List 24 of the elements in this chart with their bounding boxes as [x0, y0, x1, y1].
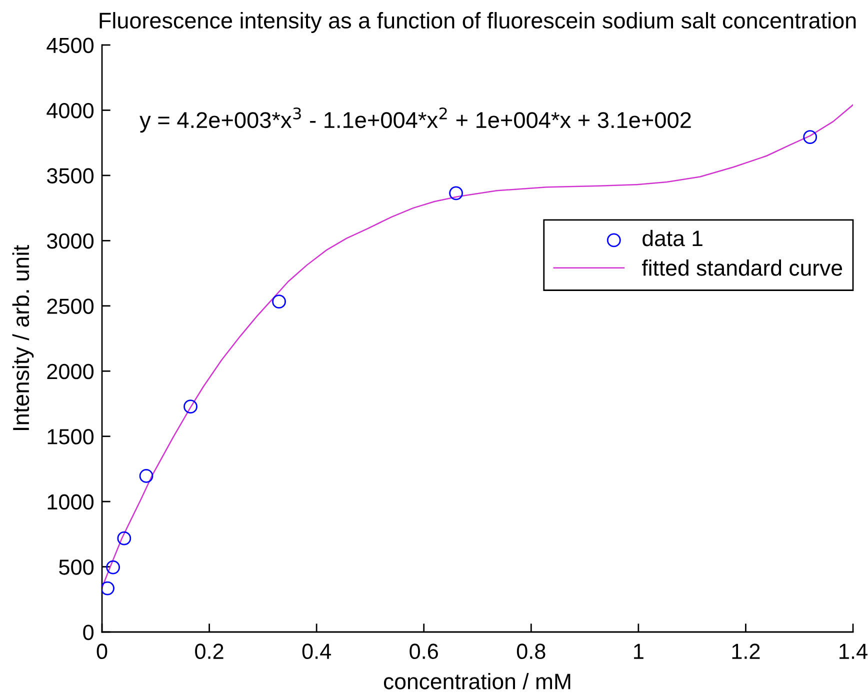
x-tick-label: 0.2 — [195, 644, 224, 660]
y-tick-label: 500 — [59, 560, 94, 575]
y-axis-title: Intensity / arb. unit — [12, 245, 34, 430]
x-tick-label: 0 — [96, 644, 108, 660]
legend-label: data 1 — [642, 230, 702, 246]
legend-label: fitted standard curve — [642, 260, 842, 276]
y-tick-label: 3000 — [46, 233, 94, 249]
x-tick-label: 0.8 — [516, 644, 546, 660]
y-tick-label: 4000 — [46, 102, 94, 118]
x-tick-label: 0.6 — [410, 644, 438, 660]
y-tick-label: 0 — [83, 624, 94, 640]
annotation: y = 4.2e+003*x$^{3}$ - 1.1e+004*x$^{2}$ + 1e+004*x + 3.1e+002 — [140, 107, 691, 133]
y-tick-label: 1500 — [48, 429, 94, 444]
y-tick-label: 2000 — [47, 364, 94, 380]
y-tick-label: 3500 — [46, 168, 94, 184]
x-tick-label: 1.4 — [840, 644, 868, 659]
x-tick-label: 1.2 — [732, 644, 760, 659]
x-tick-label: 1 — [634, 644, 644, 659]
chart-title: Fluorescence intensity as a function of fluorescein sodium salt concentration — [100, 12, 856, 33]
y-tick-label: 1000 — [48, 494, 94, 510]
y-tick-label: 4500 — [46, 38, 94, 54]
x-tick-label: 0.4 — [302, 644, 331, 660]
x-axis-title: concentration / mM — [384, 673, 570, 690]
y-tick-label: 2500 — [47, 298, 94, 314]
